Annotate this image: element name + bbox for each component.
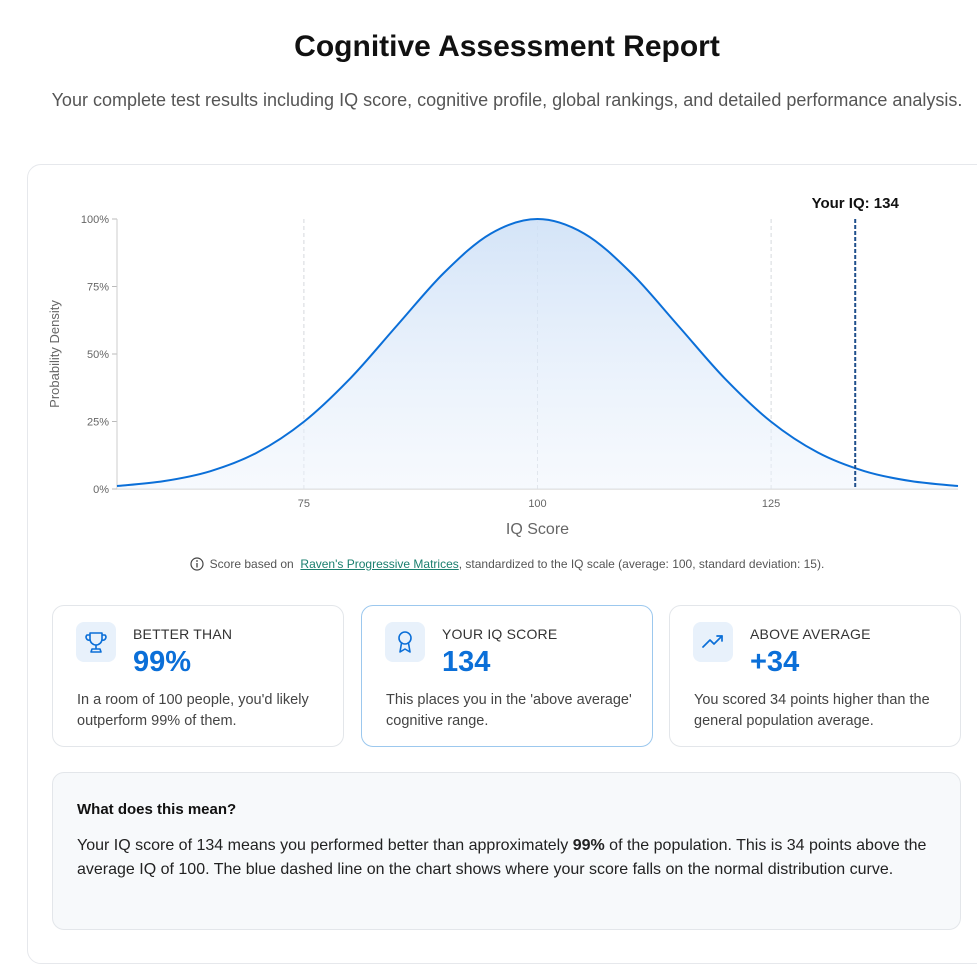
page-title: Cognitive Assessment Report: [294, 30, 720, 63]
x-tick-label: 75: [298, 498, 310, 510]
note-text: , standardized to the IQ scale (average:…: [458, 557, 825, 571]
score-note: Score based on Raven's Progressive Matri…: [0, 557, 977, 571]
x-axis-label: IQ Score: [506, 521, 569, 538]
card-text: You scored 34 points higher than the gen…: [694, 692, 930, 729]
card-value: +34: [750, 646, 800, 678]
card-value: 134: [442, 646, 491, 678]
trend-icon: [693, 622, 733, 662]
note-text: Score based on: [209, 557, 294, 571]
x-tick-label: 125: [762, 498, 780, 510]
x-tick-label: 100: [528, 498, 546, 510]
y-axis-label: Probability Density: [47, 300, 62, 408]
stat-card: BETTER THAN 99% In a room of 100 people,…: [52, 605, 344, 747]
y-tick-label: 25%: [87, 417, 109, 429]
stat-card: ABOVE AVERAGE +34 You scored 34 points h…: [669, 605, 961, 747]
page: Cognitive Assessment Report Your complet…: [0, 30, 977, 964]
y-tick-label: 75%: [87, 282, 109, 294]
info-icon: [190, 557, 204, 571]
score-marker-label: Your IQ: 134: [812, 195, 900, 212]
card-label: BETTER THAN: [133, 626, 233, 642]
y-tick-label: 0%: [93, 484, 109, 496]
curve-line: [116, 217, 959, 488]
explanation-part: Your IQ score of 134 means you performed…: [77, 837, 573, 854]
explanation-highlight: 99%: [572, 837, 605, 854]
explanation-part: of the population. This is 34 points abo…: [77, 837, 927, 878]
stat-card: YOUR IQ SCORE 134 This places you in the…: [361, 605, 653, 747]
curve-area: [117, 219, 958, 489]
page-subtitle: Your complete test results including IQ …: [51, 90, 963, 110]
chart: 75 100 125 0% 25% 50% 75% 100% IQ Score Probabili…: [47, 195, 959, 538]
explanation-box: What does this mean? Your IQ score of 13…: [52, 772, 961, 930]
y-tick-label: 100%: [81, 214, 109, 226]
card-value: 99%: [133, 646, 192, 678]
card-label: ABOVE AVERAGE: [750, 626, 871, 642]
card-text: In a room of 100 people, you'd likely ou…: [77, 692, 309, 729]
card-label: YOUR IQ SCORE: [442, 626, 558, 642]
y-tick-label: 50%: [87, 349, 109, 361]
trophy-icon: [76, 622, 116, 662]
explanation-title: What does this mean?: [77, 801, 237, 818]
award-icon: [385, 622, 425, 662]
explanation-text: Your IQ score of 134 means you performed…: [77, 834, 937, 882]
test-link[interactable]: Raven's Progressive Matrices: [300, 557, 459, 571]
card-text: This places you in the 'above average' c…: [386, 692, 632, 729]
